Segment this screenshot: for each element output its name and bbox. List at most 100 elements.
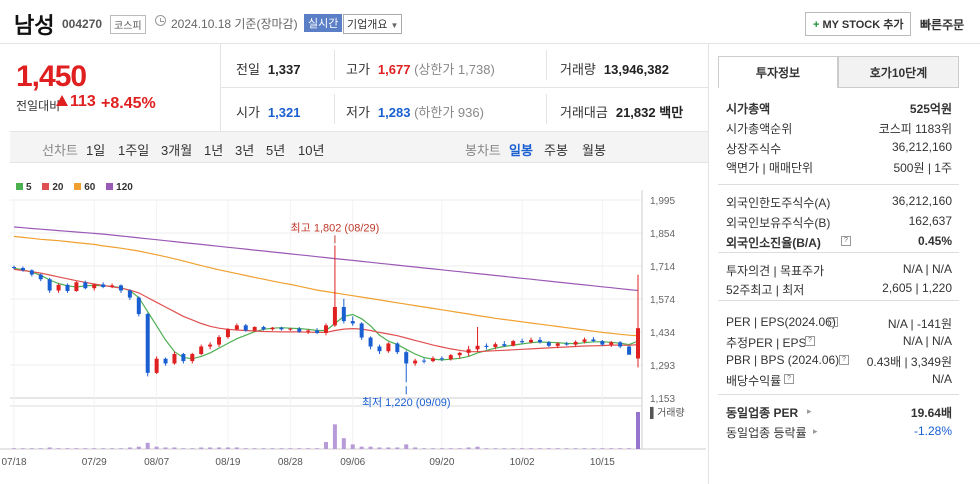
- volume-bar: [190, 448, 195, 449]
- y-tick-label: 1,995: [650, 196, 675, 207]
- volume-bar: [243, 448, 248, 449]
- chevron-right-icon[interactable]: ▸: [813, 426, 818, 436]
- volume-bar: [582, 448, 587, 449]
- high-value: 1,677: [377, 62, 411, 77]
- volume-bar: [306, 448, 311, 449]
- ma-line-120: [13, 226, 639, 292]
- ma-line-5: [13, 267, 639, 361]
- chevron-right-icon[interactable]: ▸: [807, 406, 812, 416]
- stock-code: 004270: [62, 17, 103, 31]
- base-date: 2024.10.18 기준(장마감): [171, 17, 298, 31]
- info-icon[interactable]: ?: [841, 236, 851, 246]
- candlestick-chart[interactable]: 1,995 1,854 1,714 1,574 1,434 1,293 1,153 07/18…: [0, 190, 706, 484]
- info-row-label: PER | EPS(2024.06): [726, 315, 836, 329]
- volume-bar: [546, 448, 551, 449]
- candle-chart-label: 봉차트: [465, 143, 501, 158]
- y-tick-label: 1,714: [650, 262, 675, 273]
- clock-icon: [155, 15, 166, 26]
- volume-bar: [359, 446, 364, 449]
- legend-ma60[interactable]: 60: [74, 182, 95, 193]
- info-icon[interactable]: ?: [828, 317, 838, 327]
- period-1y[interactable]: 1년: [204, 143, 224, 158]
- volume-bar: [439, 448, 444, 449]
- plus-icon: +: [813, 19, 820, 31]
- divider: [334, 94, 335, 124]
- low-price: 저가 1,283 (하한가 936): [346, 102, 484, 121]
- candle-body: [217, 337, 222, 345]
- candle-daily[interactable]: 일봉: [509, 143, 533, 158]
- amount-label: 거래대금: [560, 105, 608, 120]
- period-5y[interactable]: 5년: [266, 143, 286, 158]
- realtime-button[interactable]: 실시간: [304, 14, 343, 32]
- volume-bar: [502, 448, 507, 449]
- legend-ma20[interactable]: 20: [42, 182, 63, 193]
- volume-bar: [377, 447, 382, 449]
- legend-label: 120: [116, 182, 133, 193]
- volume-bar: [261, 448, 266, 449]
- candle-body: [208, 344, 213, 347]
- low-annotation: 최저 1,220 (09/09): [362, 396, 451, 409]
- info-icon[interactable]: ?: [839, 355, 849, 365]
- candle-body: [529, 339, 534, 343]
- candle-body: [627, 346, 632, 355]
- period-1d[interactable]: 1일: [86, 143, 106, 158]
- x-tick-label: 09/20: [429, 457, 454, 468]
- company-overview-dropdown[interactable]: 기업개요 ▼: [343, 14, 403, 34]
- candle-body: [279, 327, 284, 330]
- period-1w[interactable]: 1주일: [118, 143, 150, 158]
- quick-order-link[interactable]: 빠른주문: [920, 18, 965, 32]
- change-percent: +8.45%: [101, 95, 156, 112]
- info-icon[interactable]: ?: [805, 336, 815, 346]
- candle-body: [636, 328, 640, 359]
- change-value: 113: [56, 93, 96, 111]
- candle-body: [564, 343, 569, 345]
- candle-body: [404, 352, 409, 364]
- volume-bar: [386, 447, 391, 449]
- candle-monthly[interactable]: 월봉: [582, 143, 606, 158]
- tab-investment-info[interactable]: 투자정보: [718, 56, 838, 88]
- x-tick-label: 09/06: [340, 457, 365, 468]
- candle-body: [234, 325, 239, 330]
- period-3y[interactable]: 3년: [235, 143, 255, 158]
- info-row-label: 액면가 | 매매단위: [726, 161, 814, 175]
- volume-bar: [332, 424, 337, 449]
- candle-body: [457, 352, 462, 356]
- candle-body: [29, 270, 34, 275]
- add-my-stock-label: MY STOCK 추가: [822, 19, 904, 31]
- x-tick-label: 07/29: [82, 457, 107, 468]
- volume-bar: [199, 447, 204, 449]
- add-my-stock-button[interactable]: + MY STOCK 추가: [805, 12, 912, 36]
- panel-separator: [718, 252, 959, 253]
- candle-body: [618, 342, 623, 347]
- candle-body: [511, 341, 516, 346]
- candle-body: [190, 354, 195, 362]
- legend-ma120[interactable]: 120: [106, 182, 133, 193]
- legend-ma5[interactable]: 5: [16, 182, 32, 193]
- volume-bar: [118, 448, 123, 449]
- volume: 거래량 13,946,382: [560, 59, 669, 78]
- volume-bar: [110, 448, 115, 449]
- x-tick-label: 08/07: [144, 457, 169, 468]
- candle-body: [261, 326, 266, 330]
- candle-body: [422, 360, 427, 362]
- volume-bar: [101, 448, 106, 449]
- candle-body: [573, 341, 578, 345]
- tab-order-book[interactable]: 호가10단계: [838, 56, 959, 88]
- legend-swatch: [74, 183, 82, 190]
- info-row-value: 500원 | 1주: [893, 161, 952, 175]
- info-row-label: 외국인보유주식수(B): [726, 216, 831, 230]
- period-3m[interactable]: 3개월: [161, 143, 193, 158]
- candle-body: [484, 345, 489, 347]
- volume-bar: [154, 446, 159, 449]
- period-10y[interactable]: 10년: [298, 143, 325, 158]
- candle-weekly[interactable]: 주봉: [544, 143, 568, 158]
- divider: [708, 44, 709, 484]
- candle-body: [181, 354, 186, 362]
- info-icon[interactable]: ?: [784, 374, 794, 384]
- volume-bar: [225, 447, 230, 449]
- candle-body: [430, 358, 435, 362]
- volume-bar: [475, 446, 480, 449]
- candle-body: [520, 341, 525, 343]
- info-row-value: N/A: [931, 372, 952, 386]
- volume-bar: [324, 442, 328, 449]
